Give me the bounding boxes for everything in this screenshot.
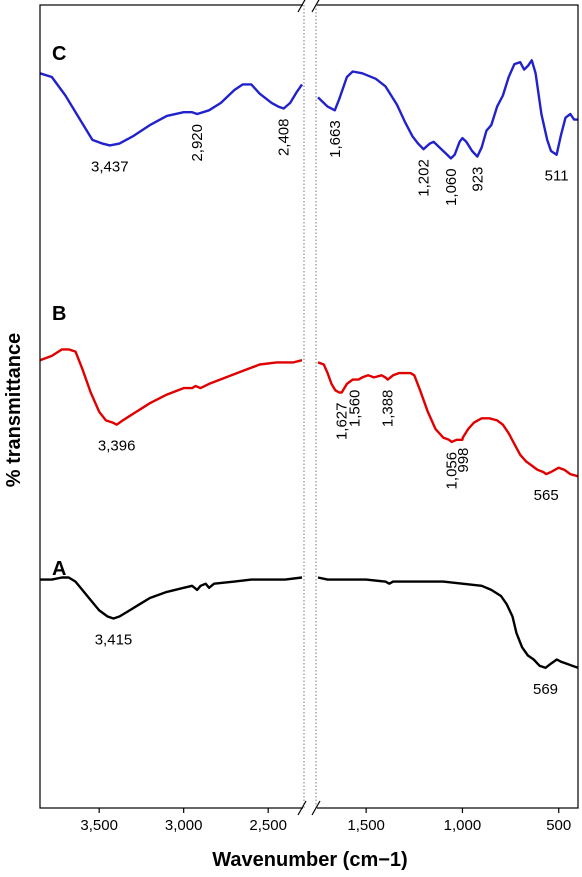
peak-label: 1,388 bbox=[380, 390, 397, 428]
x-tick-label: 1,500 bbox=[347, 817, 385, 834]
peak-label: 1,663 bbox=[327, 120, 344, 158]
peak-label: 1,056 bbox=[444, 452, 461, 490]
series-layer bbox=[39, 59, 579, 669]
x-tick-label: 1,000 bbox=[444, 817, 482, 834]
plot-frame bbox=[39, 4, 579, 809]
x-axis-title: Wavenumber (cm−1) bbox=[212, 849, 407, 871]
x-tick-label: 2,500 bbox=[249, 817, 287, 834]
series-B-left-line bbox=[39, 348, 303, 426]
axis-break-gap-bottom bbox=[303, 803, 317, 813]
panel-letters: C B A bbox=[52, 43, 66, 580]
axis-break-slash-top bbox=[297, 0, 306, 13]
peak-label: 1,627 bbox=[334, 403, 351, 441]
peak-label: 3,437 bbox=[91, 158, 129, 175]
series-A-left-line bbox=[40, 576, 303, 620]
peak-label: 2,408 bbox=[276, 119, 293, 157]
peak-label: 1,202 bbox=[416, 159, 433, 197]
axis-break-gap-top bbox=[303, 1, 317, 11]
panel-letter-C: C bbox=[52, 43, 66, 65]
axis-break-slash-bottom bbox=[297, 800, 307, 816]
peak-label: 3,396 bbox=[98, 438, 136, 455]
peak-label: 565 bbox=[534, 487, 559, 504]
x-tick-label: 500 bbox=[546, 817, 571, 834]
x-tick-label: 3,500 bbox=[80, 817, 118, 834]
series-C-left-line bbox=[39, 72, 303, 147]
panel-letter-A: A bbox=[52, 558, 66, 580]
x-axis: 3,500 3,000 2,500 1,500 1,000 500 bbox=[39, 0, 579, 834]
series-B-right-line bbox=[317, 361, 579, 478]
peak-label: 569 bbox=[533, 681, 558, 698]
series-C-right-line bbox=[317, 59, 578, 160]
peak-label: 998 bbox=[455, 448, 472, 473]
peak-label: 1,560 bbox=[347, 390, 364, 428]
panel-letter-B: B bbox=[52, 303, 66, 325]
axis-break-slash-bottom bbox=[311, 800, 321, 816]
series-A-right-line bbox=[317, 576, 579, 669]
peak-label: 2,920 bbox=[189, 124, 206, 162]
peak-label: 923 bbox=[469, 167, 486, 192]
peak-labels: 3,437 2,920 2,408 1,663 1,202 1,060 923 511 3,39… bbox=[91, 119, 569, 698]
peak-label: 1,060 bbox=[443, 168, 460, 206]
y-axis-title: % transmittance bbox=[3, 333, 25, 488]
peak-label: 3,415 bbox=[95, 632, 133, 649]
x-tick-label: 3,000 bbox=[165, 817, 203, 834]
peak-label: 511 bbox=[545, 168, 569, 185]
axis-break-slash-top bbox=[311, 0, 320, 13]
